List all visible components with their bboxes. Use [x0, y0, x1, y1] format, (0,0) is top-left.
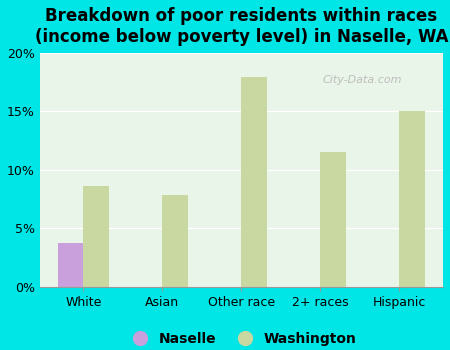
Bar: [162, 195, 188, 287]
Bar: [320, 152, 346, 287]
Bar: [400, 111, 425, 287]
Bar: [58, 243, 83, 287]
Legend: Naselle, Washington: Naselle, Washington: [120, 327, 362, 350]
Text: City-Data.com: City-Data.com: [322, 75, 401, 85]
Bar: [241, 77, 267, 287]
Title: Breakdown of poor residents within races
(income below poverty level) in Naselle: Breakdown of poor residents within races…: [35, 7, 448, 46]
Bar: [83, 186, 108, 287]
